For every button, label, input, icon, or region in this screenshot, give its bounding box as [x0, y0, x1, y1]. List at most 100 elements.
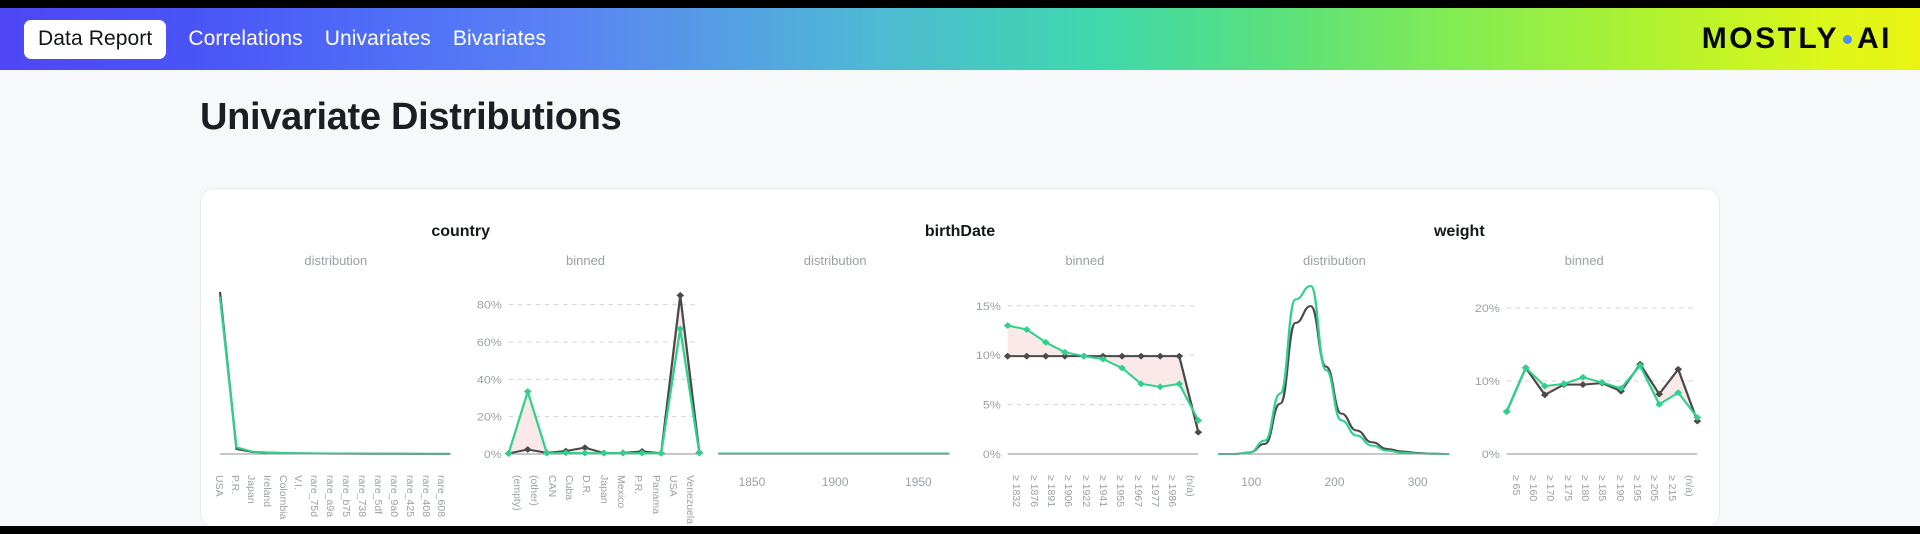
svg-text:20%: 20%	[477, 411, 503, 423]
x-tick-label: Panama	[649, 475, 662, 515]
birthDate-binned-pane: binned 0% 5% 10% 15% ≥ 1832 ≥ 1876 ≥ 1891 ≥ 1906…	[960, 253, 1210, 526]
pane-label: binned	[1564, 253, 1604, 268]
logo-dot-icon	[1843, 34, 1852, 44]
svg-text:5%: 5%	[983, 399, 1002, 411]
x-tick: rare_425	[402, 473, 418, 526]
x-tick: USA	[664, 473, 681, 526]
x-tick-label: ≥ 190	[1613, 475, 1626, 502]
x-tick: (n/a)	[1181, 473, 1198, 526]
x-tick-label: rare_b75	[340, 475, 353, 518]
nav-item-univariates[interactable]: Univariates	[324, 27, 431, 50]
x-tick: Japan	[595, 473, 612, 526]
variable-columns: country distribution USA P.R. Japan Ireland Co…	[201, 189, 1719, 526]
x-tick-label: ≥ 175	[1561, 475, 1574, 502]
x-tick-label: Cuba	[562, 475, 575, 501]
x-tick-label: 1850	[738, 475, 766, 489]
mostly-ai-logo[interactable]: MOSTLY AI	[1702, 22, 1892, 56]
x-tick: ≥ 185	[1594, 473, 1611, 526]
nav-item-bivariates[interactable]: Bivariates	[452, 27, 547, 50]
x-tick-label: ≥ 170	[1544, 475, 1557, 502]
x-tick-label: ≥ 185	[1596, 475, 1609, 502]
pane-label: binned	[565, 253, 606, 268]
x-tick-label: 1950	[905, 475, 932, 489]
x-tick: Colombia	[275, 473, 291, 526]
x-tick: CAN	[543, 473, 560, 526]
x-tick: V.I.	[290, 473, 306, 526]
nav-item-data-report[interactable]: Data Report	[24, 19, 167, 59]
x-tick-label: rare_408	[419, 475, 432, 518]
x-tick-label: Venezuela	[684, 475, 697, 525]
x-tick: ≥ 195	[1628, 473, 1645, 526]
x-tick-label: ≥ 1967	[1131, 475, 1144, 508]
x-tick-label: 100	[1241, 475, 1262, 489]
variable-panes: distribution 1850 1900 1950 binned 0% 5% 10% 15%…	[710, 253, 1209, 526]
x-tick-label: ≥ 1955	[1114, 475, 1127, 508]
x-tick: rare_b75	[338, 473, 354, 526]
x-tick-label: (other)	[528, 475, 541, 506]
x-tick-label: P.R.	[228, 475, 241, 495]
birthdate-binned-plot: 0% 5% 10% 15%	[960, 272, 1210, 472]
x-tick-label: ≥ 180	[1578, 475, 1591, 502]
birthdate-distribution-plot	[710, 272, 960, 472]
x-tick: rare_738	[354, 473, 370, 526]
x-tick-label: ≥ 160	[1526, 475, 1539, 502]
country-binned-x-axis-labels: (empty) (other) CAN Cuba D.R. Japan Mexico P.R.…	[461, 473, 711, 526]
x-tick: ≥ 1876	[1025, 473, 1042, 526]
x-tick: (n/a)	[1680, 473, 1697, 526]
x-tick-label: CAN	[545, 475, 558, 498]
x-tick: rare_408	[418, 473, 434, 526]
x-tick: Cuba	[560, 473, 577, 526]
x-tick-label: ≥ 1832	[1010, 475, 1023, 508]
x-tick: ≥ 205	[1646, 473, 1663, 526]
variable-panes: distribution USA P.R. Japan Ireland Colombia V…	[211, 253, 710, 526]
x-tick-label: Mexico	[614, 475, 627, 509]
x-tick: ≥ 1832	[1008, 473, 1025, 526]
svg-text:0%: 0%	[983, 449, 1002, 461]
nav-item-correlations[interactable]: Correlations	[188, 27, 303, 50]
x-tick: Japan	[243, 473, 259, 526]
x-tick-label: rare_75d	[308, 475, 321, 518]
x-tick-label: rare_738	[355, 475, 368, 518]
x-tick: ≥ 1967	[1129, 473, 1146, 526]
x-tick: ≥ 1922	[1077, 473, 1094, 526]
weight-binned-x-axis-labels: ≥ 65 ≥ 160 ≥ 170 ≥ 175 ≥ 180 ≥ 185 ≥ 190 ≥ 195 ≥…	[1459, 473, 1709, 526]
x-tick: ≥ 215	[1663, 473, 1680, 526]
x-tick-label: USA	[212, 475, 225, 497]
weight-distribution-plot	[1210, 272, 1460, 472]
svg-text:10%: 10%	[976, 350, 1002, 362]
x-tick: P.R.	[630, 473, 647, 526]
x-tick: ≥ 1891	[1042, 473, 1059, 526]
logo-text-mostly: MOSTLY	[1701, 22, 1839, 55]
x-tick: ≥ 170	[1542, 473, 1559, 526]
x-tick-label: Colombia	[276, 475, 289, 520]
x-tick: ≥ 1906	[1060, 473, 1077, 526]
page-body: Univariate Distributions country distribu…	[0, 70, 1920, 526]
x-tick-label: ≥ 195	[1630, 475, 1643, 502]
x-tick-label: 1900	[821, 475, 849, 489]
x-tick: Panama	[647, 473, 664, 526]
variable-title: weight	[1433, 223, 1485, 240]
main-nav: Data Report Correlations Univariates Biv…	[24, 19, 547, 59]
variable-title: country	[431, 223, 490, 240]
x-tick-label: USA	[666, 475, 679, 497]
country-binned-plot: 0% 20% 40% 60% 80%	[461, 272, 711, 472]
weight-binned-plot: 0% 10% 20%	[1459, 272, 1709, 472]
svg-text:20%: 20%	[1475, 303, 1501, 315]
variable-title: birthDate	[924, 223, 996, 240]
svg-text:0%: 0%	[484, 449, 503, 461]
birthdate-distribution-x-axis-labels: 1850 1900 1950	[710, 475, 960, 489]
x-tick-label: (empty)	[510, 475, 523, 511]
x-tick-label: ≥ 215	[1665, 475, 1678, 502]
x-tick: ≥ 1986	[1164, 473, 1181, 526]
x-tick-label: rare_5df	[371, 475, 384, 515]
x-tick: ≥ 1955	[1112, 473, 1129, 526]
svg-text:10%: 10%	[1475, 376, 1501, 388]
birthdate-binned-x-axis-labels: ≥ 1832 ≥ 1876 ≥ 1891 ≥ 1906 ≥ 1922 ≥ 1941 ≥ 19…	[960, 473, 1210, 526]
x-tick: rare_75d	[306, 473, 322, 526]
x-tick: D.R.	[578, 473, 595, 526]
x-tick: ≥ 175	[1559, 473, 1576, 526]
weight-distribution-x-axis-labels: 100 200 300	[1210, 475, 1460, 489]
x-tick: rare_a9a	[322, 473, 338, 526]
svg-text:80%: 80%	[477, 299, 503, 311]
